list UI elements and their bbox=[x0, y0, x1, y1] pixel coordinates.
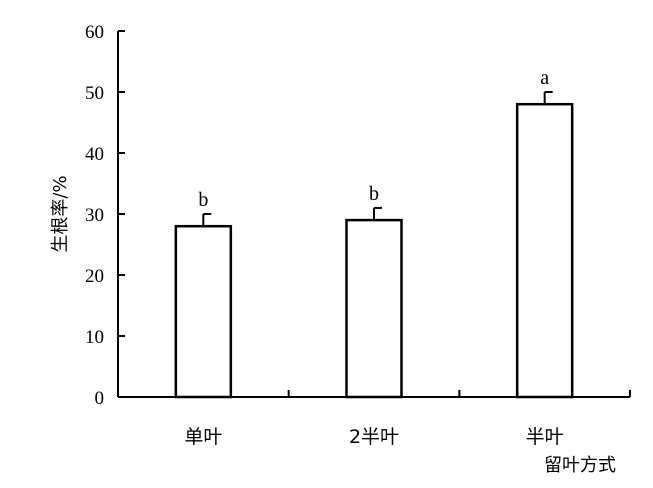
significance-label: b bbox=[369, 183, 379, 205]
y-tick-label: 10 bbox=[85, 327, 104, 348]
significance-label: b bbox=[198, 189, 208, 211]
x-axis-title: 留叶方式 bbox=[544, 455, 616, 476]
y-tick-label: 0 bbox=[95, 388, 105, 409]
x-axis: 单叶 2半叶 半叶 bbox=[117, 390, 631, 448]
x-tick-label: 2半叶 bbox=[349, 426, 399, 448]
bar bbox=[345, 218, 403, 399]
x-tick-label: 单叶 bbox=[184, 426, 222, 448]
y-tick-label: 50 bbox=[85, 83, 104, 104]
y-tick-label: 60 bbox=[85, 22, 104, 43]
bar bbox=[174, 224, 233, 399]
x-tick-label: 半叶 bbox=[526, 426, 564, 448]
y-axis-title: 生根率/% bbox=[50, 175, 71, 252]
y-tick-label: 30 bbox=[85, 205, 104, 226]
bars: b b a bbox=[174, 67, 574, 399]
bar bbox=[515, 102, 574, 399]
significance-label: a bbox=[540, 67, 549, 89]
y-axis: 0 10 20 30 40 50 60 bbox=[85, 22, 125, 409]
y-tick-label: 40 bbox=[85, 144, 104, 165]
y-tick-label: 20 bbox=[85, 266, 104, 287]
